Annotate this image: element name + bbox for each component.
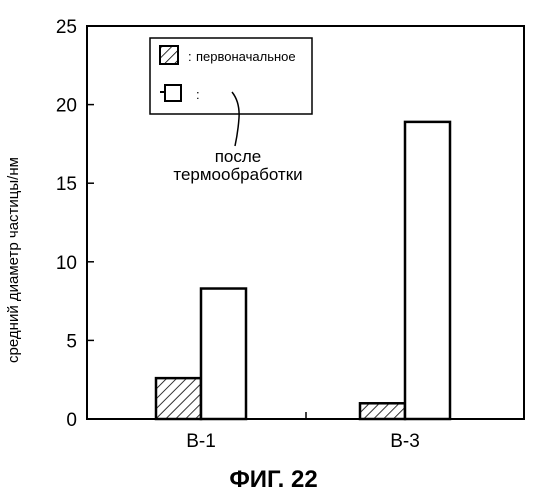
- bar-B-3-initial: [360, 403, 405, 419]
- y-tick-label: 25: [56, 17, 77, 38]
- y-ticks: 0 5 10 15 20 25: [56, 17, 94, 431]
- y-tick-label: 20: [56, 96, 77, 117]
- legend: : первоначальное : после термообработки: [150, 38, 312, 184]
- legend-colon-1: :: [188, 49, 192, 64]
- y-axis-label: средний диаметр частицы/нм: [5, 157, 22, 363]
- x-category-label: B-1: [186, 431, 216, 452]
- annotation-line-1: после: [215, 147, 262, 166]
- figure-caption: ФИГ. 22: [0, 466, 547, 494]
- x-categories: B-1 B-3: [186, 431, 420, 452]
- y-tick-label: 0: [66, 410, 77, 431]
- annotation-line-2: термообработки: [173, 165, 302, 184]
- bar-B-3-after-heat-treatment: [405, 122, 450, 419]
- bar-B-1-after-heat-treatment: [201, 289, 246, 419]
- y-tick-label: 5: [66, 331, 77, 352]
- y-tick-label: 15: [56, 174, 77, 195]
- legend-swatch-hatched: [160, 46, 178, 64]
- bar-B-1-initial: [156, 378, 201, 419]
- legend-label-initial: первоначальное: [196, 49, 296, 64]
- x-category-label: B-3: [390, 431, 420, 452]
- legend-colon-2: :: [196, 87, 200, 102]
- y-tick-label: 10: [56, 253, 77, 274]
